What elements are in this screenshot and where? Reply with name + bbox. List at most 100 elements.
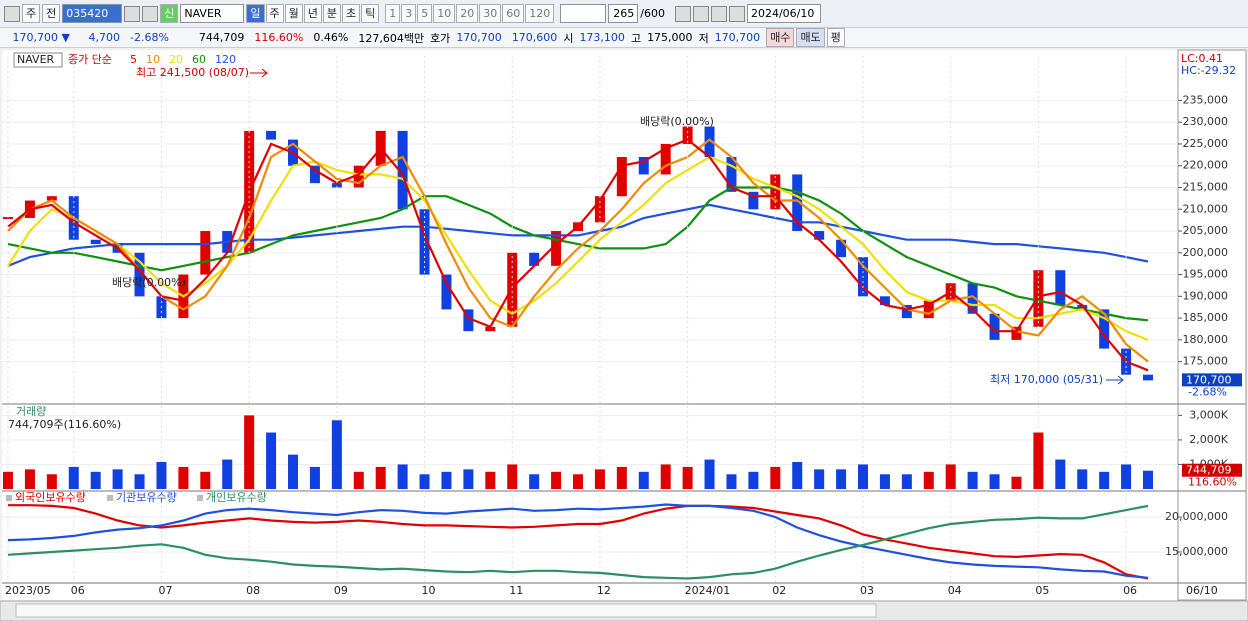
volume-bar (1011, 476, 1022, 489)
candle (704, 126, 715, 158)
y-tick-label: 195,000 (1183, 268, 1229, 281)
date-input[interactable]: 2024/06/10 (746, 4, 821, 23)
period-button[interactable]: 주 (265, 4, 284, 23)
annotation: 배당락(0.00%) (112, 276, 186, 289)
volume-bar (1099, 471, 1110, 489)
volume-bar (836, 469, 847, 489)
legend-box (13, 52, 63, 68)
period-button[interactable]: 일 (246, 4, 265, 23)
x-tick-label: 06 (1123, 584, 1137, 597)
candle (879, 296, 890, 306)
candle (309, 165, 320, 184)
volume-bar (858, 464, 868, 489)
y-tick-label: 220,000 (1183, 159, 1229, 172)
turnover: 0.46% (313, 31, 349, 44)
candle (353, 165, 364, 188)
interval-button[interactable]: 60 (502, 4, 525, 23)
period-button[interactable]: 년 (303, 4, 322, 23)
candle (814, 231, 825, 240)
low-label: 저 (698, 31, 709, 45)
volume-bar (200, 471, 211, 489)
interval-button[interactable]: 10 (433, 4, 456, 23)
interval-button[interactable]: 120 (525, 4, 555, 23)
code-input[interactable]: 035420 (62, 4, 123, 23)
candle (682, 126, 693, 144)
candle (1011, 326, 1022, 340)
y-tick-label: 190,000 (1183, 289, 1229, 302)
price-tag-label: 170,700 (1186, 373, 1232, 386)
count-input[interactable]: 265 (608, 4, 639, 23)
volume-bar (967, 471, 978, 489)
amount: 127,604백만 (358, 31, 425, 45)
volume-bar (441, 471, 452, 489)
axis-background (1177, 49, 1247, 601)
scroll-thumb[interactable] (15, 603, 877, 618)
y-tick-label: 3,000K (1189, 408, 1228, 421)
period-button[interactable]: 초 (342, 4, 361, 23)
annotation: LC:0.41 (1181, 52, 1223, 65)
x-tick-label: 02 (772, 584, 786, 597)
volume-bar (923, 471, 934, 489)
search-icon[interactable] (124, 5, 141, 22)
volume-bar (1033, 432, 1044, 489)
legend-entry: 20 (169, 53, 183, 66)
interval-button[interactable]: 20 (456, 4, 479, 23)
interval-button[interactable]: 5 (417, 4, 433, 23)
volume-bar (945, 464, 956, 489)
candle (266, 130, 277, 140)
save-icon[interactable] (710, 5, 727, 22)
x-tick-label: 08 (246, 584, 260, 597)
volume-bar (3, 471, 13, 489)
volume: 744,709 (198, 31, 245, 44)
dropdown[interactable] (560, 4, 607, 23)
legend-label: 종가 단순 (68, 53, 112, 66)
candle (134, 252, 145, 297)
market-select[interactable]: 주 (22, 4, 41, 23)
open: 173,100 (579, 31, 625, 44)
interval-button[interactable]: 1 (385, 4, 401, 23)
ask: 170,700 (456, 31, 502, 44)
sound-icon[interactable] (142, 5, 159, 22)
interval-button[interactable]: 3 (401, 4, 417, 23)
avg-button[interactable]: 평 (826, 28, 845, 47)
legend-entry: 10 (146, 53, 160, 66)
interval-buttons: 1 3 5 10 20 30 60 120 (385, 4, 555, 23)
candle (748, 191, 759, 210)
volume-bar (1143, 470, 1153, 489)
line-series (7, 203, 1149, 267)
line-series (8, 504, 1149, 580)
line-series (7, 504, 1149, 580)
period-button[interactable]: 월 (284, 4, 303, 23)
y-tick-label: 230,000 (1183, 115, 1229, 128)
volume-bar (178, 466, 189, 489)
mode-select[interactable]: 전 (42, 4, 61, 23)
settings-icon[interactable] (728, 5, 745, 22)
annotation-arrow (1106, 375, 1124, 385)
x-tick-label: 10 (422, 584, 436, 597)
ask-label: 호가 (430, 31, 451, 45)
annotation-arrow (250, 68, 268, 78)
candle (901, 305, 912, 319)
tool-icon[interactable] (674, 5, 691, 22)
volume-bar (792, 462, 803, 489)
candle (46, 196, 57, 201)
volume-bar (90, 471, 101, 489)
period-button[interactable]: 분 (322, 4, 341, 23)
period-button[interactable]: 틱 (361, 4, 380, 23)
x-tick-label: 06 (71, 584, 85, 597)
volume-bar (1077, 469, 1088, 489)
sell-button[interactable]: 매도 (796, 28, 825, 47)
tool-icon[interactable] (692, 5, 709, 22)
candle (1055, 270, 1066, 306)
volume-bar (660, 464, 671, 489)
interval-button[interactable]: 30 (479, 4, 502, 23)
volume-bar (901, 474, 912, 489)
y-tick-label: 15,000,000 (1165, 545, 1228, 558)
menu-icon[interactable] (4, 5, 20, 22)
y-tick-label: 200,000 (1183, 246, 1229, 259)
volume-bar (24, 469, 35, 489)
buy-button[interactable]: 매수 (766, 28, 795, 47)
